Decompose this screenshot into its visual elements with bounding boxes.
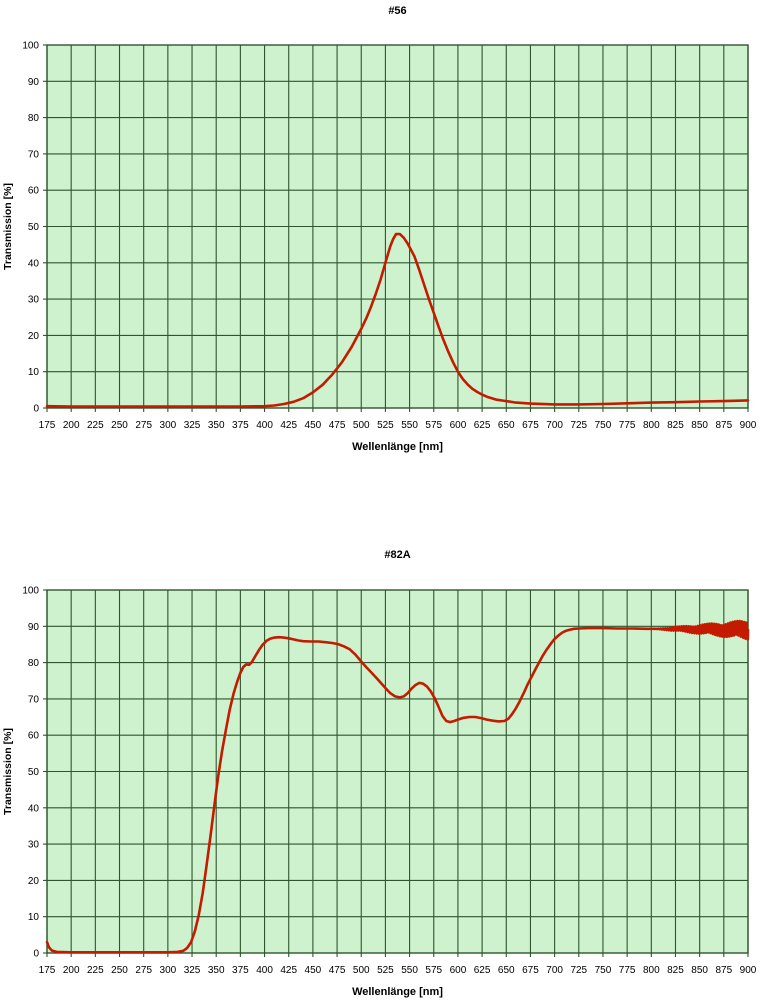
y-tick-label: 10 [28,367,40,378]
plot-border [46,589,749,954]
y-tick-label: 50 [28,222,40,233]
chart-title: #56 [388,5,407,17]
x-tick-label: 200 [63,420,80,431]
x-tick-label: 675 [522,420,539,431]
transmission-curve [45,232,750,408]
y-tick-label: 10 [28,912,40,923]
x-tick-label: 375 [232,420,249,431]
x-tick-label: 200 [63,965,80,976]
x-tick-label: 450 [305,965,322,976]
y-tick-label: 20 [28,876,40,887]
x-tick-label: 700 [546,965,563,976]
y-tick-label: 70 [28,694,40,705]
x-tick-label: 500 [353,420,370,431]
y-tick-label: 0 [33,404,39,415]
x-tick-label: 550 [401,965,418,976]
chart-56-canvas: 175 200 225 250 275 300 325 350 375 400 425 450 475 5… [2,41,757,454]
y-tick-label: 90 [28,622,40,633]
x-tick-label: 500 [353,965,370,976]
x-tick-label: 400 [256,420,273,431]
y-tick-label: 30 [28,840,40,851]
y-tick-label: 50 [28,767,40,778]
x-tick-label: 625 [474,420,491,431]
y-tick-label: 30 [28,295,40,306]
x-tick-label: 400 [256,965,273,976]
x-tick-label: 475 [329,420,346,431]
x-tick-label: 800 [643,965,660,976]
x-tick-label: 875 [715,965,732,976]
x-tick-label: 525 [377,420,394,431]
x-tick-label: 900 [740,965,757,976]
x-tick-label: 650 [498,965,515,976]
x-tick-label: 350 [208,420,225,431]
transmission-curve [45,619,750,954]
x-tick-label: 875 [715,420,732,431]
x-tick-label: 825 [667,420,684,431]
x-tick-label: 250 [111,965,128,976]
y-tick-label: 40 [28,803,40,814]
y-tick-label: 100 [22,586,39,597]
x-tick-label: 600 [450,965,467,976]
x-tick-label: 575 [425,965,442,976]
x-tick-label: 475 [329,965,346,976]
x-tick-label: 525 [377,965,394,976]
x-tick-label: 575 [425,420,442,431]
x-tick-label: 275 [135,965,152,976]
x-tick-label: 425 [280,965,297,976]
x-tick-label: 300 [160,420,177,431]
x-tick-label: 350 [208,965,225,976]
x-axis-label: Wellenlänge [nm] [352,986,443,998]
x-tick-label: 375 [232,965,249,976]
y-tick-label: 90 [28,77,40,88]
x-tick-label: 175 [39,420,56,431]
y-tick-label: 70 [28,149,40,160]
chart-82a-canvas: 175 200 225 250 275 300 325 350 375 400 425 450 475 5… [2,586,757,999]
x-tick-label: 325 [184,420,201,431]
x-tick-label: 725 [570,965,587,976]
y-tick-label: 100 [22,41,39,52]
y-tick-label: 20 [28,331,40,342]
y-tick-label: 40 [28,258,40,269]
x-tick-label: 850 [691,965,708,976]
x-tick-label: 425 [280,420,297,431]
x-tick-label: 225 [87,965,104,976]
y-tick-label: 80 [28,113,40,124]
y-axis-label: Transmission [%] [2,183,14,270]
x-tick-label: 775 [619,420,636,431]
x-tick-label: 250 [111,420,128,431]
x-tick-label: 725 [570,420,587,431]
x-tick-label: 800 [643,420,660,431]
x-tick-label: 900 [740,420,757,431]
x-tick-label: 750 [595,420,612,431]
x-tick-label: 625 [474,965,491,976]
x-tick-label: 300 [160,965,177,976]
x-tick-label: 325 [184,965,201,976]
x-tick-label: 175 [39,965,56,976]
y-tick-label: 60 [28,186,40,197]
x-tick-label: 750 [595,965,612,976]
x-tick-label: 775 [619,965,636,976]
plot-border [46,44,749,409]
y-tick-label: 0 [33,949,39,960]
x-tick-label: 825 [667,965,684,976]
x-tick-label: 700 [546,420,563,431]
y-tick-label: 80 [28,658,40,669]
x-axis-label: Wellenlänge [nm] [352,441,443,453]
x-tick-label: 550 [401,420,418,431]
x-tick-label: 675 [522,965,539,976]
y-tick-label: 60 [28,731,40,742]
x-tick-label: 450 [305,420,322,431]
x-tick-label: 600 [450,420,467,431]
x-tick-label: 275 [135,420,152,431]
x-tick-label: 225 [87,420,104,431]
x-tick-label: 850 [691,420,708,431]
chart-title: #82A [384,549,411,561]
y-axis-label: Transmission [%] [2,728,14,815]
x-tick-label: 650 [498,420,515,431]
